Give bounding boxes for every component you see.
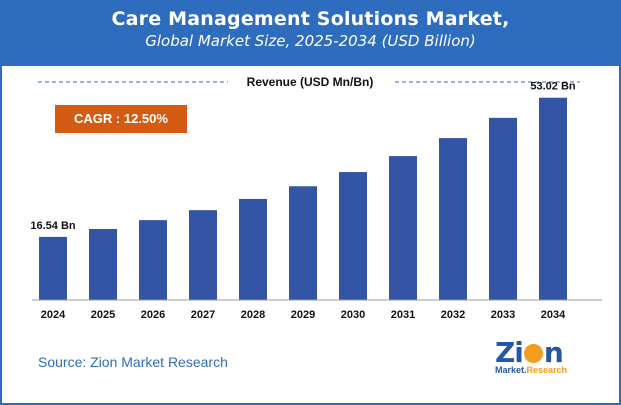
x-tick-2030: 2030 — [341, 309, 365, 321]
bar-2033 — [489, 117, 517, 300]
logo-wordmark: Zi n — [495, 336, 564, 369]
bar-2024 — [39, 236, 67, 300]
title-banner: Care Management Solutions Market, Global… — [2, 2, 619, 66]
bar-2031 — [389, 156, 417, 300]
bar-2025 — [89, 228, 117, 300]
x-tick-2027: 2027 — [191, 309, 215, 321]
logo-o-mark — [523, 344, 543, 363]
x-tick-2032: 2032 — [441, 309, 465, 321]
x-tick-2026: 2026 — [141, 309, 165, 321]
zion-logo: Zi n Market.Research — [495, 338, 575, 382]
legend-label: Revenue (USD Mn/Bn) — [247, 75, 374, 89]
x-tick-2028: 2028 — [241, 309, 265, 321]
cagr-badge: CAGR : 12.50% — [55, 105, 187, 133]
source-note: Source: Zion Market Research — [38, 354, 228, 370]
x-tick-2024: 2024 — [41, 309, 66, 321]
data-label-2034: 53.02 Bn — [530, 81, 576, 93]
bar-chart: Revenue (USD Mn/Bn) 2024 2025 2026 2027 2028… — [30, 72, 602, 321]
x-tick-2025: 2025 — [91, 309, 115, 321]
bar-2034 — [539, 97, 567, 300]
x-tick-2029: 2029 — [291, 309, 315, 321]
x-tick-2031: 2031 — [391, 309, 415, 321]
chart-subtitle: Global Market Size, 2025-2034 (USD Billi… — [145, 32, 476, 50]
legend-backdrop — [228, 72, 393, 90]
chart-title: Care Management Solutions Market, — [111, 8, 510, 30]
logo-subtext: Market.Research — [495, 365, 568, 375]
data-label-2024: 16.54 Bn — [30, 220, 76, 232]
x-tick-2034: 2034 — [541, 309, 566, 321]
bar-2029 — [289, 186, 317, 300]
bar-2027 — [189, 210, 217, 300]
x-tick-2033: 2033 — [491, 309, 515, 321]
bar-2028 — [239, 198, 267, 300]
bar-2030 — [339, 172, 367, 300]
bar-2032 — [439, 138, 467, 300]
bar-2026 — [139, 220, 167, 300]
